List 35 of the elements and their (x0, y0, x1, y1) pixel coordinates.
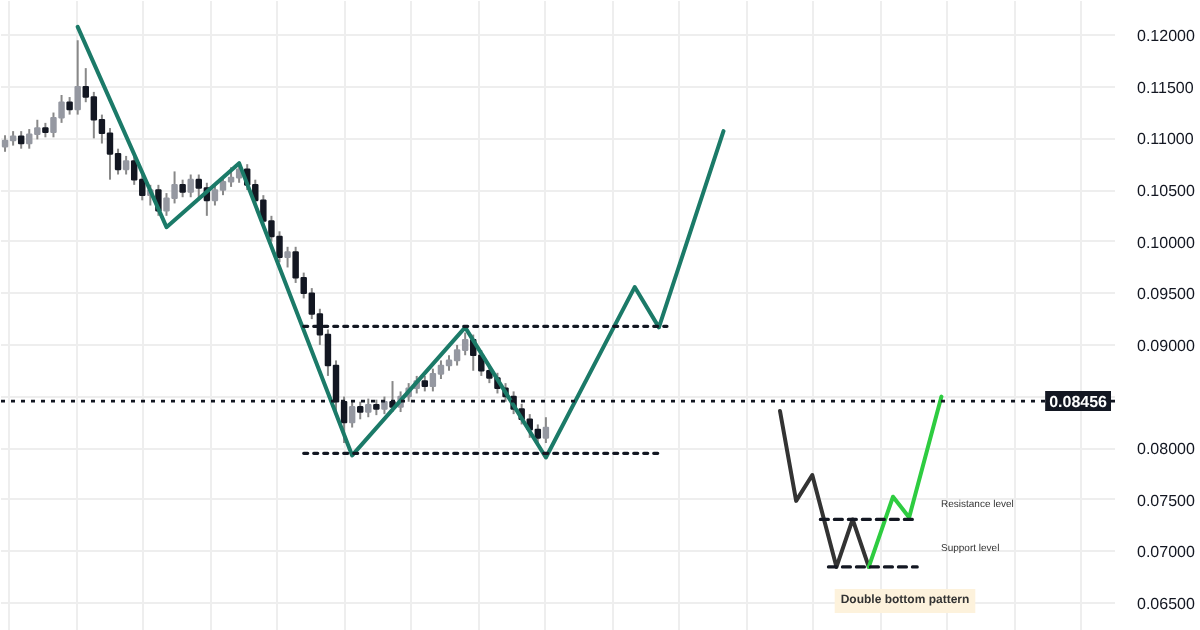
candlestick (348, 400, 356, 429)
candlestick (453, 343, 461, 367)
y-tick-label: 0.11500 (1137, 78, 1195, 97)
y-tick-label: 0.07500 (1137, 491, 1196, 510)
candlestick (429, 367, 437, 393)
candlestick (365, 397, 372, 419)
candlestick (542, 416, 550, 445)
candlestick (163, 192, 170, 217)
y-tick-label: 0.10500 (1137, 182, 1196, 200)
y-tick-label: 0.11000 (1137, 130, 1195, 149)
line-series (777, 409, 871, 569)
y-tick-label: 0.07000 (1137, 543, 1196, 562)
candlestick (461, 331, 469, 357)
candlestick (284, 245, 291, 269)
candlestick (106, 127, 114, 181)
candlestick (90, 90, 98, 140)
candlestick (122, 154, 130, 176)
candlestick (187, 173, 194, 199)
candlestick (227, 166, 235, 188)
y-tick-label: 0.08000 (1137, 440, 1196, 459)
candlestick (211, 183, 219, 207)
y-tick-label: 0.09500 (1137, 285, 1196, 304)
candlestick (437, 359, 445, 380)
line-series (866, 394, 944, 569)
y-tick-label: 0.06500 (1137, 595, 1196, 614)
candlestick (26, 128, 33, 150)
candlestick (74, 39, 81, 116)
candlestick (171, 170, 178, 205)
candlestick (195, 173, 202, 202)
line-series (75, 24, 726, 460)
y-tick-label: 0.12000 (1137, 27, 1196, 46)
y-tick-label: 0.10000 (1137, 233, 1196, 252)
y-tick-label: 0.09000 (1137, 336, 1196, 355)
ref-line-label: 0.08456 (1049, 393, 1109, 412)
candlestick (34, 118, 41, 141)
